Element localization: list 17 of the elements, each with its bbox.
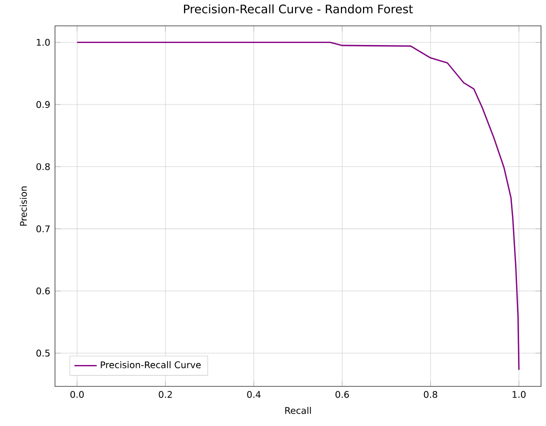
y-tick-label: 0.8 [36,163,50,170]
y-axis-title: Precision [20,186,27,226]
y-tick-label: 1.0 [36,38,50,46]
x-tick-label: 0.0 [70,390,84,398]
y-tick-label: 0.5 [36,350,50,356]
line-series [76,42,520,370]
x-tick-label: 0.4 [247,390,261,398]
chart-title: Precision-Recall Curve - Random Forest [184,4,413,14]
x-tick-label: 0.8 [424,390,438,398]
x-tick-label: 0.6 [336,390,349,398]
x-tick-label: 1.0 [512,390,526,398]
x-axis-title: Recall [285,406,311,414]
y-tick-label: 0.9 [36,100,50,108]
y-tick-label: 0.6 [36,287,50,294]
x-tick-label: 0.2 [158,390,172,398]
y-tick-label: 0.7 [36,225,50,232]
legend-label: Precision-Recall Curve [100,361,201,368]
